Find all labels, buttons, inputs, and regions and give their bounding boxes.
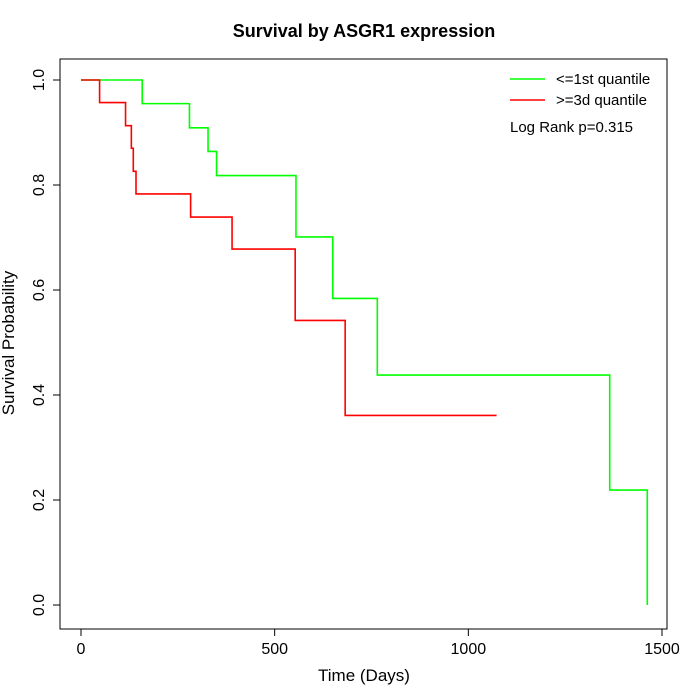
legend-label: <=1st quantile — [556, 71, 650, 88]
x-tick-label: 0 — [77, 641, 86, 658]
x-axis: 0 500 1000 1500 — [77, 628, 680, 658]
legend-label: >=3d quantile — [556, 92, 647, 109]
legend: <=1st quantile >=3d quantile — [510, 71, 650, 109]
x-tick-label: 1500 — [644, 641, 680, 658]
y-tick-label: 0.6 — [31, 279, 48, 301]
y-axis-label: Survival Probability — [0, 270, 18, 415]
x-axis-label: Time (Days) — [318, 666, 410, 685]
x-tick-label: 1000 — [451, 641, 487, 658]
series-line-1 — [81, 79, 649, 605]
log-rank-annotation: Log Rank p=0.315 — [510, 119, 633, 136]
y-tick-label: 1.0 — [31, 69, 48, 91]
y-tick-label: 0.4 — [31, 384, 48, 406]
plot-frame — [59, 58, 668, 630]
chart-title: Survival by ASGR1 expression — [233, 21, 495, 41]
y-tick-label: 0.2 — [31, 489, 48, 511]
series-line-2 — [81, 79, 497, 417]
y-tick-label: 0.8 — [31, 174, 48, 196]
y-axis: 0.0 0.2 0.4 0.6 0.8 1.0 — [31, 69, 61, 616]
x-tick-label: 500 — [261, 641, 288, 658]
series-layer — [81, 79, 649, 605]
y-tick-label: 0.0 — [31, 594, 48, 616]
